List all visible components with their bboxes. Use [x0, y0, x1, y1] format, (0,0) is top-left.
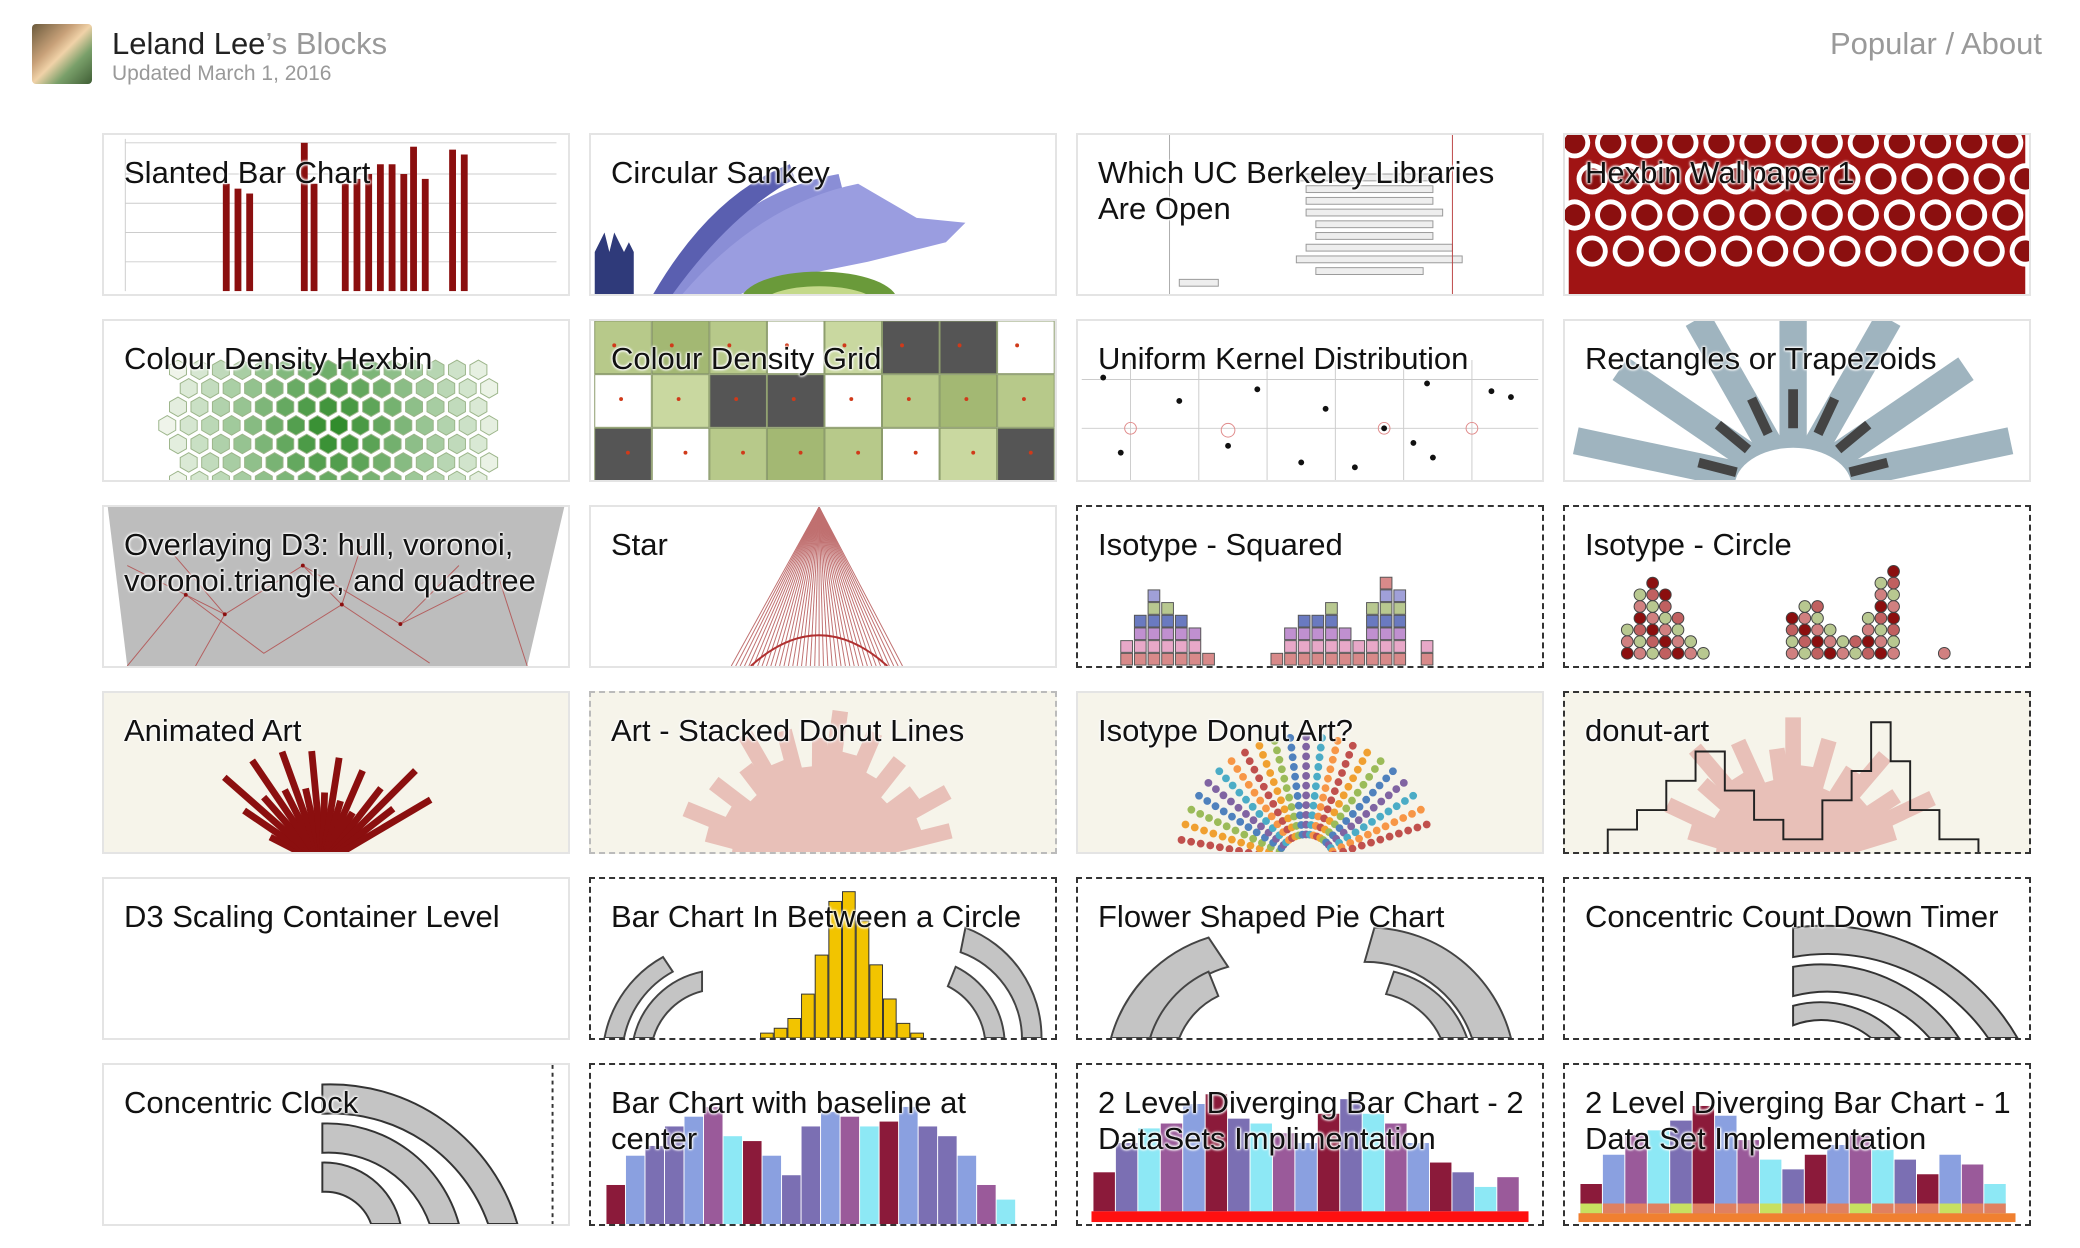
- block-card[interactable]: Which UC Berkeley Libraries Are Open: [1076, 133, 1544, 296]
- diverging-bar-1-thumbnail: [1578, 1105, 2016, 1223]
- avatar[interactable]: [32, 24, 92, 84]
- block-title: Rectangles or Trapezoids: [1585, 341, 1937, 376]
- voronoi-thumbnail: [107, 507, 565, 666]
- block-card[interactable]: Concentric Count Down Timer: [1563, 877, 2031, 1040]
- sankey-thumbnail: [594, 164, 966, 294]
- block-title: Colour Density Grid: [611, 341, 882, 376]
- bar-chart-thumbnail: [124, 138, 557, 292]
- gantt-thumbnail: [1169, 135, 1463, 294]
- block-card[interactable]: D3 Scaling Container Level: [102, 877, 570, 1040]
- block-title: Art - Stacked Donut Lines: [611, 713, 965, 748]
- block-title: Isotype Donut Art?: [1098, 713, 1354, 748]
- block-title: Star: [611, 527, 668, 562]
- block-title: Colour Density Hexbin: [124, 341, 433, 376]
- block-card[interactable]: Colour Density Hexbin: [102, 319, 570, 482]
- nav-separator: /: [1936, 26, 1961, 61]
- block-title: 2 Level Diverging Bar Chart - 1 Data Set…: [1585, 1085, 2011, 1156]
- block-title: donut-art: [1585, 713, 1710, 748]
- updated-date: Updated March 1, 2016: [112, 62, 332, 85]
- block-card[interactable]: Rectangles or Trapezoids: [1563, 319, 2031, 482]
- animated-art-thumbnail: [222, 750, 433, 852]
- top-nav: Popular / About: [1830, 26, 2042, 62]
- block-title: Uniform Kernel Distribution: [1098, 341, 1469, 376]
- user-name: Leland Lee: [112, 26, 266, 61]
- isotype-donut-thumbnail: [1177, 732, 1431, 852]
- block-card[interactable]: donut-art: [1563, 691, 2031, 854]
- isotype-squared-thumbnail: [1120, 576, 1434, 666]
- countdown-timer-thumbnail: [1792, 924, 2019, 1038]
- isotype-circle-thumbnail: [1620, 565, 1951, 660]
- block-card[interactable]: Animated Art: [102, 691, 570, 854]
- nav-popular-link[interactable]: Popular: [1829, 26, 1937, 61]
- block-card[interactable]: Overlaying D3: hull, voronoi, voronoi.tr…: [102, 505, 570, 668]
- stacked-donut-thumbnail: [682, 709, 953, 852]
- block-card[interactable]: Slanted Bar Chart: [102, 133, 570, 296]
- nav-about-link[interactable]: About: [1960, 26, 2042, 61]
- block-card[interactable]: Circular Sankey: [589, 133, 1057, 296]
- block-title: Bar Chart In Between a Circle: [611, 899, 1022, 934]
- concentric-clock-thumbnail: [321, 1065, 554, 1224]
- block-card[interactable]: Bar Chart In Between a Circle: [589, 877, 1057, 1040]
- block-title: Isotype - Circle: [1585, 527, 1792, 562]
- diverging-bar-2-thumbnail: [1091, 1094, 1529, 1223]
- block-card[interactable]: Flower Shaped Pie Chart: [1076, 877, 1544, 1040]
- block-title: 2 Level Diverging Bar Chart - 2 DataSets…: [1098, 1085, 1524, 1156]
- star-thumbnail: [730, 507, 903, 666]
- block-card[interactable]: Concentric Clock: [102, 1063, 570, 1226]
- block-card[interactable]: Uniform Kernel Distribution: [1076, 319, 1544, 482]
- blocks-suffix: ’s Blocks: [265, 26, 388, 61]
- block-title: Bar Chart with baseline at center: [611, 1085, 966, 1156]
- block-card[interactable]: Isotype Donut Art?: [1076, 691, 1544, 854]
- page-title[interactable]: Leland Lee’s Blocks: [112, 26, 387, 62]
- block-card[interactable]: 2 Level Diverging Bar Chart - 1 Data Set…: [1563, 1063, 2031, 1226]
- block-title: Concentric Clock: [124, 1085, 359, 1120]
- block-card[interactable]: Colour Density Grid: [589, 319, 1057, 482]
- block-card[interactable]: Isotype - Circle: [1563, 505, 2031, 668]
- donut-art-thumbnail: [1606, 717, 1980, 852]
- radial-rectangles-thumbnail: [1572, 321, 2014, 480]
- block-title: Which UC Berkeley Libraries Are Open: [1098, 155, 1495, 226]
- block-title: Flower Shaped Pie Chart: [1098, 899, 1445, 934]
- block-card[interactable]: Star: [589, 505, 1057, 668]
- baseline-bar-thumbnail: [606, 1106, 1016, 1224]
- block-title: Isotype - Squared: [1098, 527, 1343, 562]
- block-title: Concentric Count Down Timer: [1585, 899, 1999, 934]
- block-card[interactable]: Art - Stacked Donut Lines: [589, 691, 1057, 854]
- page-header: Leland Lee’s Blocks Updated March 1, 201…: [0, 0, 2080, 100]
- hexbin-density-thumbnail: [158, 359, 499, 480]
- block-title: Hexbin Wallpaper 1: [1585, 155, 1855, 190]
- flower-pie-thumbnail: [1109, 926, 1512, 1038]
- block-card[interactable]: Isotype - Squared: [1076, 505, 1544, 668]
- block-title: Slanted Bar Chart: [124, 155, 371, 190]
- bar-in-circle-thumbnail: [603, 891, 1043, 1038]
- block-title: Circular Sankey: [611, 155, 830, 190]
- hexbin-wallpaper-thumbnail: [1565, 135, 2029, 294]
- kernel-distribution-thumbnail: [1081, 360, 1539, 480]
- block-card[interactable]: 2 Level Diverging Bar Chart - 2 DataSets…: [1076, 1063, 1544, 1226]
- block-title: D3 Scaling Container Level: [124, 899, 500, 934]
- block-title: Animated Art: [124, 713, 302, 748]
- block-card[interactable]: Bar Chart with baseline at center: [589, 1063, 1057, 1226]
- block-title: Overlaying D3: hull, voronoi, voronoi.tr…: [124, 527, 536, 598]
- block-card[interactable]: Hexbin Wallpaper 1: [1563, 133, 2031, 296]
- density-grid-thumbnail: [594, 321, 1055, 480]
